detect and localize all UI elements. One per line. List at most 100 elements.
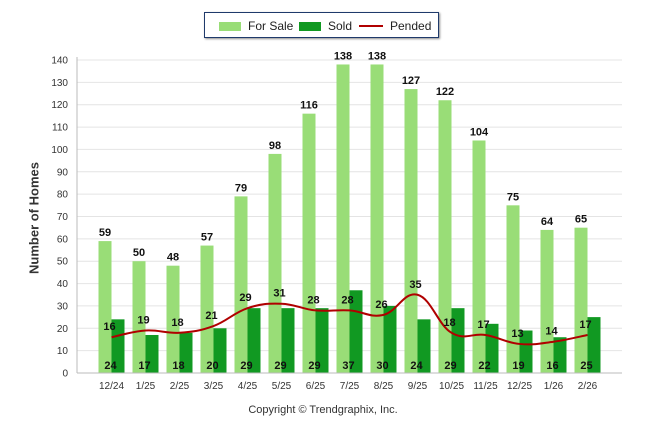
x-tick-label: 8/25: [374, 381, 394, 392]
pended-line: [111, 293, 588, 346]
sold-label: 30: [376, 360, 388, 372]
for-sale-label: 138: [334, 50, 352, 62]
x-tick-label: 5/25: [272, 381, 292, 392]
for-sale-bar: [506, 205, 520, 373]
x-tick-label: 10/25: [439, 381, 464, 392]
for-sale-label: 64: [541, 216, 554, 228]
sold-bar: [247, 308, 261, 373]
for-sale-swatch: [219, 21, 241, 31]
for-sale-label: 50: [133, 247, 145, 259]
sold-label: 22: [478, 360, 490, 372]
for-sale-label: 104: [470, 126, 489, 138]
legend-label-sold: Sold: [328, 19, 353, 33]
legend-item-for-sale: For Sale: [219, 19, 293, 33]
for-sale-label: 75: [507, 191, 519, 203]
pended-label: 13: [511, 328, 523, 340]
for-sale-bar: [438, 100, 452, 373]
sold-bar: [111, 319, 125, 373]
pended-labels: 16 19 18 21 29 31 28 28 26 35 18 17 13 14 17: [103, 279, 591, 340]
y-tick-label: 110: [52, 123, 68, 134]
axes: [76, 57, 622, 374]
sold-label: 29: [308, 360, 320, 372]
pended-label: 16: [103, 321, 115, 333]
for-sale-label: 122: [436, 86, 454, 98]
for-sale-label: 116: [300, 100, 318, 112]
x-tick-label: 12/24: [99, 381, 124, 392]
for-sale-bar: [132, 261, 146, 373]
sold-bar: [145, 334, 159, 373]
pended-label: 28: [341, 294, 353, 306]
x-tick-label: 2/26: [578, 381, 598, 392]
sold-bar: [587, 317, 601, 373]
for-sale-label: 127: [402, 75, 420, 87]
y-tick-label: 130: [51, 78, 68, 89]
x-tick-label: 1/25: [136, 381, 156, 392]
y-tick-label: 60: [57, 234, 69, 245]
pended-label: 31: [273, 288, 285, 300]
y-tick-label: 140: [51, 56, 68, 67]
y-tick-label: 40: [57, 279, 69, 290]
x-tick-labels: 12/24 1/25 2/25 3/25 4/25 5/25 6/25 7/25 8/25 9/2…: [99, 381, 598, 392]
y-tick-label: 30: [57, 301, 69, 312]
for-sale-bar: [234, 196, 248, 373]
sold-bar: [281, 308, 295, 373]
x-tick-label: 6/25: [306, 381, 326, 392]
y-tick-label: 0: [62, 369, 68, 380]
x-tick-label: 1/26: [544, 381, 564, 392]
sold-label: 25: [580, 360, 592, 372]
sold-label: 24: [104, 360, 117, 372]
sold-label: 29: [444, 360, 456, 372]
for-sale-bar: [540, 229, 554, 373]
sold-label: 37: [342, 360, 354, 372]
x-tick-label: 12/25: [507, 381, 532, 392]
sold-bar: [553, 337, 567, 373]
x-tick-label: 7/25: [340, 381, 360, 392]
x-tick-label: 4/25: [238, 381, 258, 392]
copyright-text: Copyright © Trendgraphix, Inc.: [248, 404, 398, 416]
sold-bar: [519, 330, 533, 373]
sold-label: 20: [206, 360, 218, 372]
for-sale-label: 65: [575, 214, 587, 226]
sold-label: 29: [274, 360, 286, 372]
for-sale-label: 57: [201, 232, 213, 244]
for-sale-label: 138: [368, 50, 386, 62]
y-tick-label: 80: [57, 190, 69, 201]
for-sale-label: 98: [269, 140, 281, 152]
sold-labels: 24 17 18 20 29 29 29 37 30 24 29 22 19 16 25: [104, 360, 592, 372]
legend: For Sale Sold Pended: [204, 12, 439, 38]
sold-bar: [417, 319, 431, 373]
x-tick-label: 9/25: [408, 381, 428, 392]
legend-label-for-sale: For Sale: [248, 19, 294, 33]
sold-bar: [451, 308, 465, 373]
pended-label: 19: [137, 315, 149, 327]
sold-bar: [315, 308, 329, 373]
for-sale-bar: [574, 227, 588, 373]
legend-item-pended: Pended: [359, 19, 431, 33]
pended-label: 35: [409, 279, 421, 291]
for-sale-label: 48: [167, 252, 179, 264]
sold-bars: [111, 290, 601, 373]
y-tick-label: 50: [57, 257, 69, 268]
x-tick-label: 2/25: [170, 381, 190, 392]
pended-line-path: [111, 293, 588, 346]
sold-label: 24: [410, 360, 423, 372]
y-tick-label: 10: [57, 346, 69, 357]
sold-label: 19: [512, 360, 524, 372]
sold-bar: [179, 332, 193, 373]
for-sale-label: 79: [235, 182, 247, 194]
pended-swatch: [359, 25, 383, 27]
y-tick-label: 120: [51, 100, 68, 111]
pended-label: 18: [171, 317, 183, 329]
for-sale-bar: [302, 113, 316, 374]
sold-swatch: [299, 21, 321, 31]
y-tick-label: 100: [51, 145, 68, 156]
for-sale-bar: [268, 153, 282, 373]
sold-label: 18: [172, 360, 184, 372]
pended-label: 14: [545, 326, 558, 338]
y-axis-label: Number of Homes: [26, 162, 42, 274]
x-tick-label: 11/25: [473, 381, 498, 392]
sold-bar: [213, 328, 227, 373]
for-sale-labels: 59 50 48 57 79 98 116 138 138 127 122 104 75 64 65: [99, 50, 587, 263]
for-sale-bar: [98, 241, 112, 373]
